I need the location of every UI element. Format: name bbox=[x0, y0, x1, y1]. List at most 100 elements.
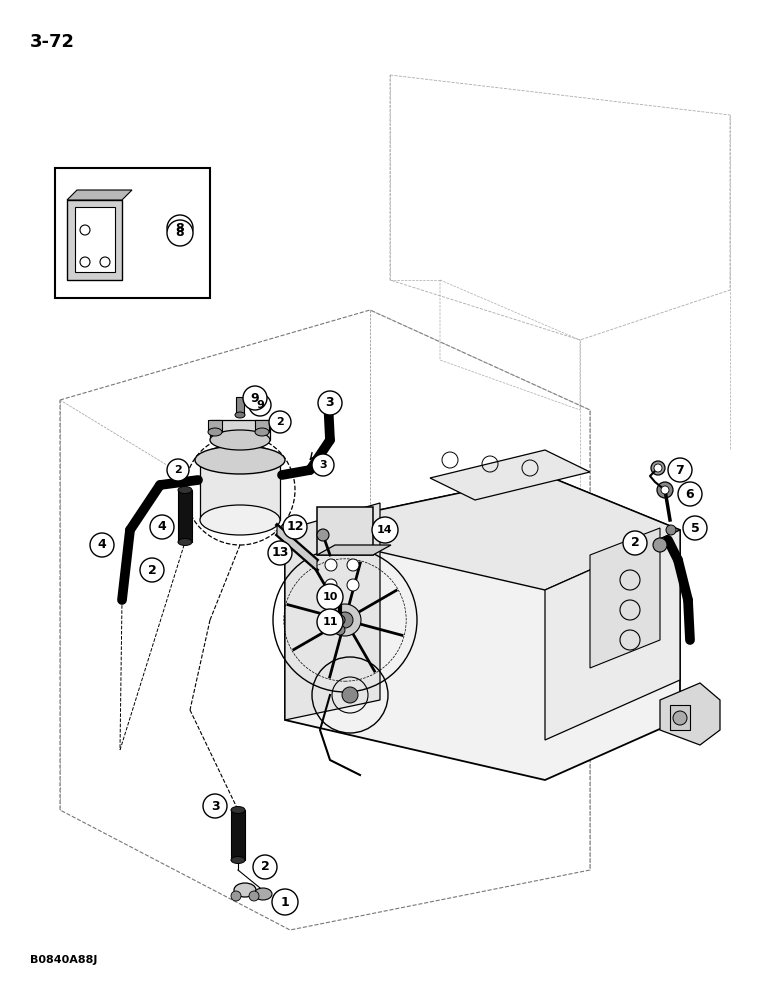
Circle shape bbox=[140, 558, 164, 582]
Circle shape bbox=[329, 604, 361, 636]
Text: B0840A88J: B0840A88J bbox=[30, 955, 98, 965]
Ellipse shape bbox=[255, 428, 269, 436]
Polygon shape bbox=[660, 683, 720, 745]
Text: 3-72: 3-72 bbox=[30, 33, 75, 51]
Ellipse shape bbox=[178, 487, 192, 493]
Circle shape bbox=[249, 394, 271, 416]
Bar bbox=[200, 460, 280, 520]
Text: 6: 6 bbox=[686, 488, 694, 500]
Circle shape bbox=[335, 625, 345, 635]
Polygon shape bbox=[317, 545, 391, 555]
Bar bbox=[231, 810, 245, 860]
Circle shape bbox=[673, 711, 687, 725]
Text: 3: 3 bbox=[211, 800, 219, 812]
Text: 11: 11 bbox=[322, 617, 338, 627]
Text: 9: 9 bbox=[250, 391, 259, 404]
Circle shape bbox=[657, 482, 673, 498]
Bar bbox=[208, 420, 222, 432]
Text: 2: 2 bbox=[261, 860, 269, 874]
Circle shape bbox=[342, 687, 358, 703]
Circle shape bbox=[317, 609, 343, 635]
Text: 4: 4 bbox=[158, 520, 166, 534]
Ellipse shape bbox=[195, 446, 285, 474]
Circle shape bbox=[90, 533, 114, 557]
Text: 5: 5 bbox=[690, 522, 700, 534]
Circle shape bbox=[678, 482, 702, 506]
Polygon shape bbox=[277, 525, 317, 570]
Text: 14: 14 bbox=[378, 525, 393, 535]
Bar bbox=[55, 168, 210, 298]
Polygon shape bbox=[285, 503, 380, 720]
Text: 2: 2 bbox=[630, 536, 640, 550]
Circle shape bbox=[80, 225, 90, 235]
Circle shape bbox=[167, 215, 193, 241]
Circle shape bbox=[651, 461, 665, 475]
Circle shape bbox=[203, 794, 227, 818]
Ellipse shape bbox=[254, 888, 272, 900]
Polygon shape bbox=[430, 450, 590, 500]
Circle shape bbox=[325, 579, 337, 591]
Text: 2: 2 bbox=[147, 564, 156, 576]
Text: 4: 4 bbox=[98, 538, 106, 552]
Text: 2: 2 bbox=[174, 465, 182, 475]
Circle shape bbox=[312, 454, 334, 476]
Circle shape bbox=[249, 891, 259, 901]
Text: 8: 8 bbox=[176, 227, 184, 239]
Polygon shape bbox=[285, 475, 680, 590]
Text: 8: 8 bbox=[176, 222, 184, 234]
Circle shape bbox=[272, 889, 298, 915]
Circle shape bbox=[80, 257, 90, 267]
Circle shape bbox=[150, 515, 174, 539]
Circle shape bbox=[668, 458, 692, 482]
Circle shape bbox=[666, 525, 676, 535]
Bar bbox=[255, 420, 269, 432]
Circle shape bbox=[167, 220, 193, 246]
Bar bbox=[67, 200, 122, 280]
Text: 3: 3 bbox=[326, 396, 335, 410]
Polygon shape bbox=[285, 475, 680, 780]
Circle shape bbox=[661, 486, 669, 494]
Polygon shape bbox=[590, 528, 660, 668]
Bar bbox=[75, 207, 115, 272]
Ellipse shape bbox=[231, 806, 245, 814]
Bar bbox=[236, 397, 244, 415]
Text: 2: 2 bbox=[276, 417, 284, 427]
Circle shape bbox=[253, 855, 277, 879]
Circle shape bbox=[337, 612, 353, 628]
Bar bbox=[178, 490, 192, 542]
Ellipse shape bbox=[234, 883, 256, 897]
Text: 3: 3 bbox=[319, 460, 327, 470]
Polygon shape bbox=[67, 190, 132, 200]
Ellipse shape bbox=[200, 505, 280, 535]
Ellipse shape bbox=[231, 856, 245, 863]
Text: 10: 10 bbox=[322, 592, 338, 602]
Circle shape bbox=[100, 257, 110, 267]
Circle shape bbox=[372, 517, 398, 543]
Bar bbox=[317, 507, 373, 555]
Circle shape bbox=[317, 584, 343, 610]
Circle shape bbox=[243, 386, 267, 410]
Circle shape bbox=[231, 891, 241, 901]
Text: 13: 13 bbox=[271, 546, 289, 560]
Circle shape bbox=[347, 579, 359, 591]
Ellipse shape bbox=[200, 445, 280, 475]
Bar bbox=[670, 705, 690, 730]
Circle shape bbox=[318, 391, 342, 415]
Circle shape bbox=[654, 464, 662, 472]
Ellipse shape bbox=[178, 538, 192, 546]
Ellipse shape bbox=[235, 412, 245, 418]
Circle shape bbox=[269, 411, 291, 433]
Text: 7: 7 bbox=[675, 464, 684, 477]
Ellipse shape bbox=[210, 430, 270, 450]
Circle shape bbox=[268, 541, 292, 565]
Circle shape bbox=[317, 529, 329, 541]
Text: 9: 9 bbox=[256, 400, 264, 410]
Circle shape bbox=[335, 615, 345, 625]
Ellipse shape bbox=[208, 428, 222, 436]
Circle shape bbox=[683, 516, 707, 540]
Circle shape bbox=[623, 531, 647, 555]
Circle shape bbox=[167, 459, 189, 481]
Text: 12: 12 bbox=[286, 520, 303, 534]
Circle shape bbox=[347, 559, 359, 571]
Text: 1: 1 bbox=[281, 896, 289, 908]
